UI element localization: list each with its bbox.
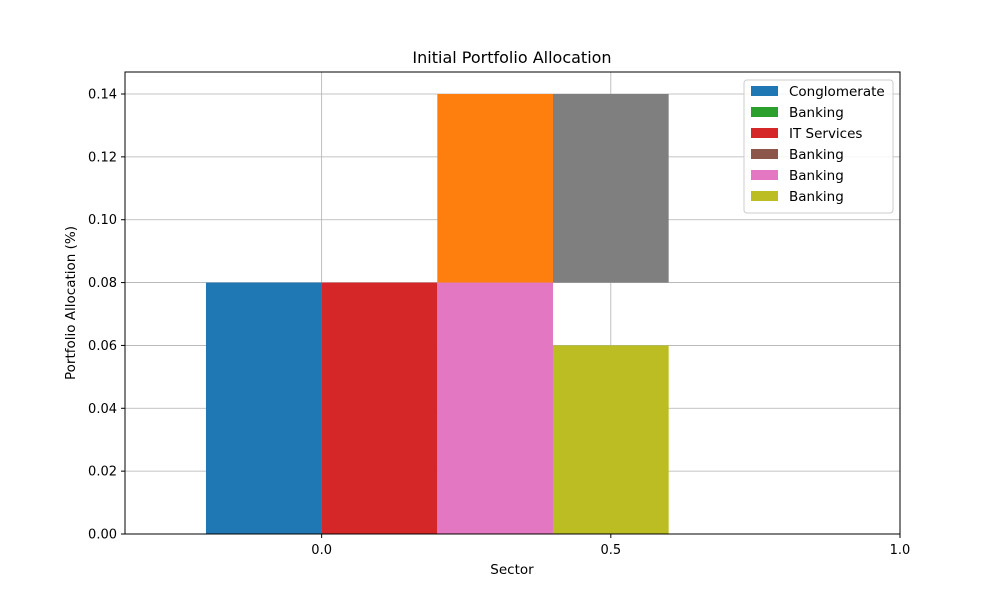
legend-label: Conglomerate <box>789 84 885 100</box>
legend-swatch <box>751 86 778 96</box>
y-tick-label: 0.02 <box>88 465 117 480</box>
bar <box>321 282 438 534</box>
legend-swatch <box>751 128 778 138</box>
y-tick-label: 0.14 <box>88 88 117 103</box>
x-tick-label: 0.5 <box>600 543 621 558</box>
axes-frame <box>124 71 901 535</box>
bar <box>205 282 322 534</box>
bars-layer <box>205 94 669 534</box>
legend: Conglomerate Banking IT Services Banking Ban… <box>743 79 894 214</box>
x-tick-label: 0.0 <box>311 543 332 558</box>
y-tick-label: 0.06 <box>88 339 117 354</box>
legend-box <box>743 79 894 214</box>
y-axis-title: Portfolio Allocation (%) <box>63 226 79 380</box>
bar <box>437 94 553 283</box>
y-tick-label: 0.10 <box>88 213 117 228</box>
bar <box>437 282 553 534</box>
y-tick-label: 0.12 <box>88 150 117 165</box>
x-axis-title: Sector <box>490 562 534 578</box>
legend-label: Banking <box>789 105 844 121</box>
bar <box>552 345 669 534</box>
x-tick-label: 1.0 <box>890 543 911 558</box>
bar <box>552 94 669 283</box>
legend-label: Banking <box>789 189 844 205</box>
axes-layer <box>124 71 901 535</box>
legend-label: Banking <box>789 147 844 163</box>
legend-swatch <box>751 191 778 201</box>
legend-swatch <box>751 170 778 180</box>
y-tick-label: 0.08 <box>88 276 117 291</box>
y-tick-label: 0.04 <box>88 402 117 417</box>
legend-label: IT Services <box>789 126 862 142</box>
legend-label: Banking <box>789 168 844 184</box>
ticks-layer: 0.00 0.02 0.04 0.06 0.08 0.10 0.12 0.14 0.0 0.5 1.… <box>88 88 910 559</box>
legend-swatch <box>751 107 778 117</box>
chart-title: Initial Portfolio Allocation <box>412 48 611 67</box>
legend-swatch <box>751 149 778 159</box>
y-tick-label: 0.00 <box>88 528 117 543</box>
